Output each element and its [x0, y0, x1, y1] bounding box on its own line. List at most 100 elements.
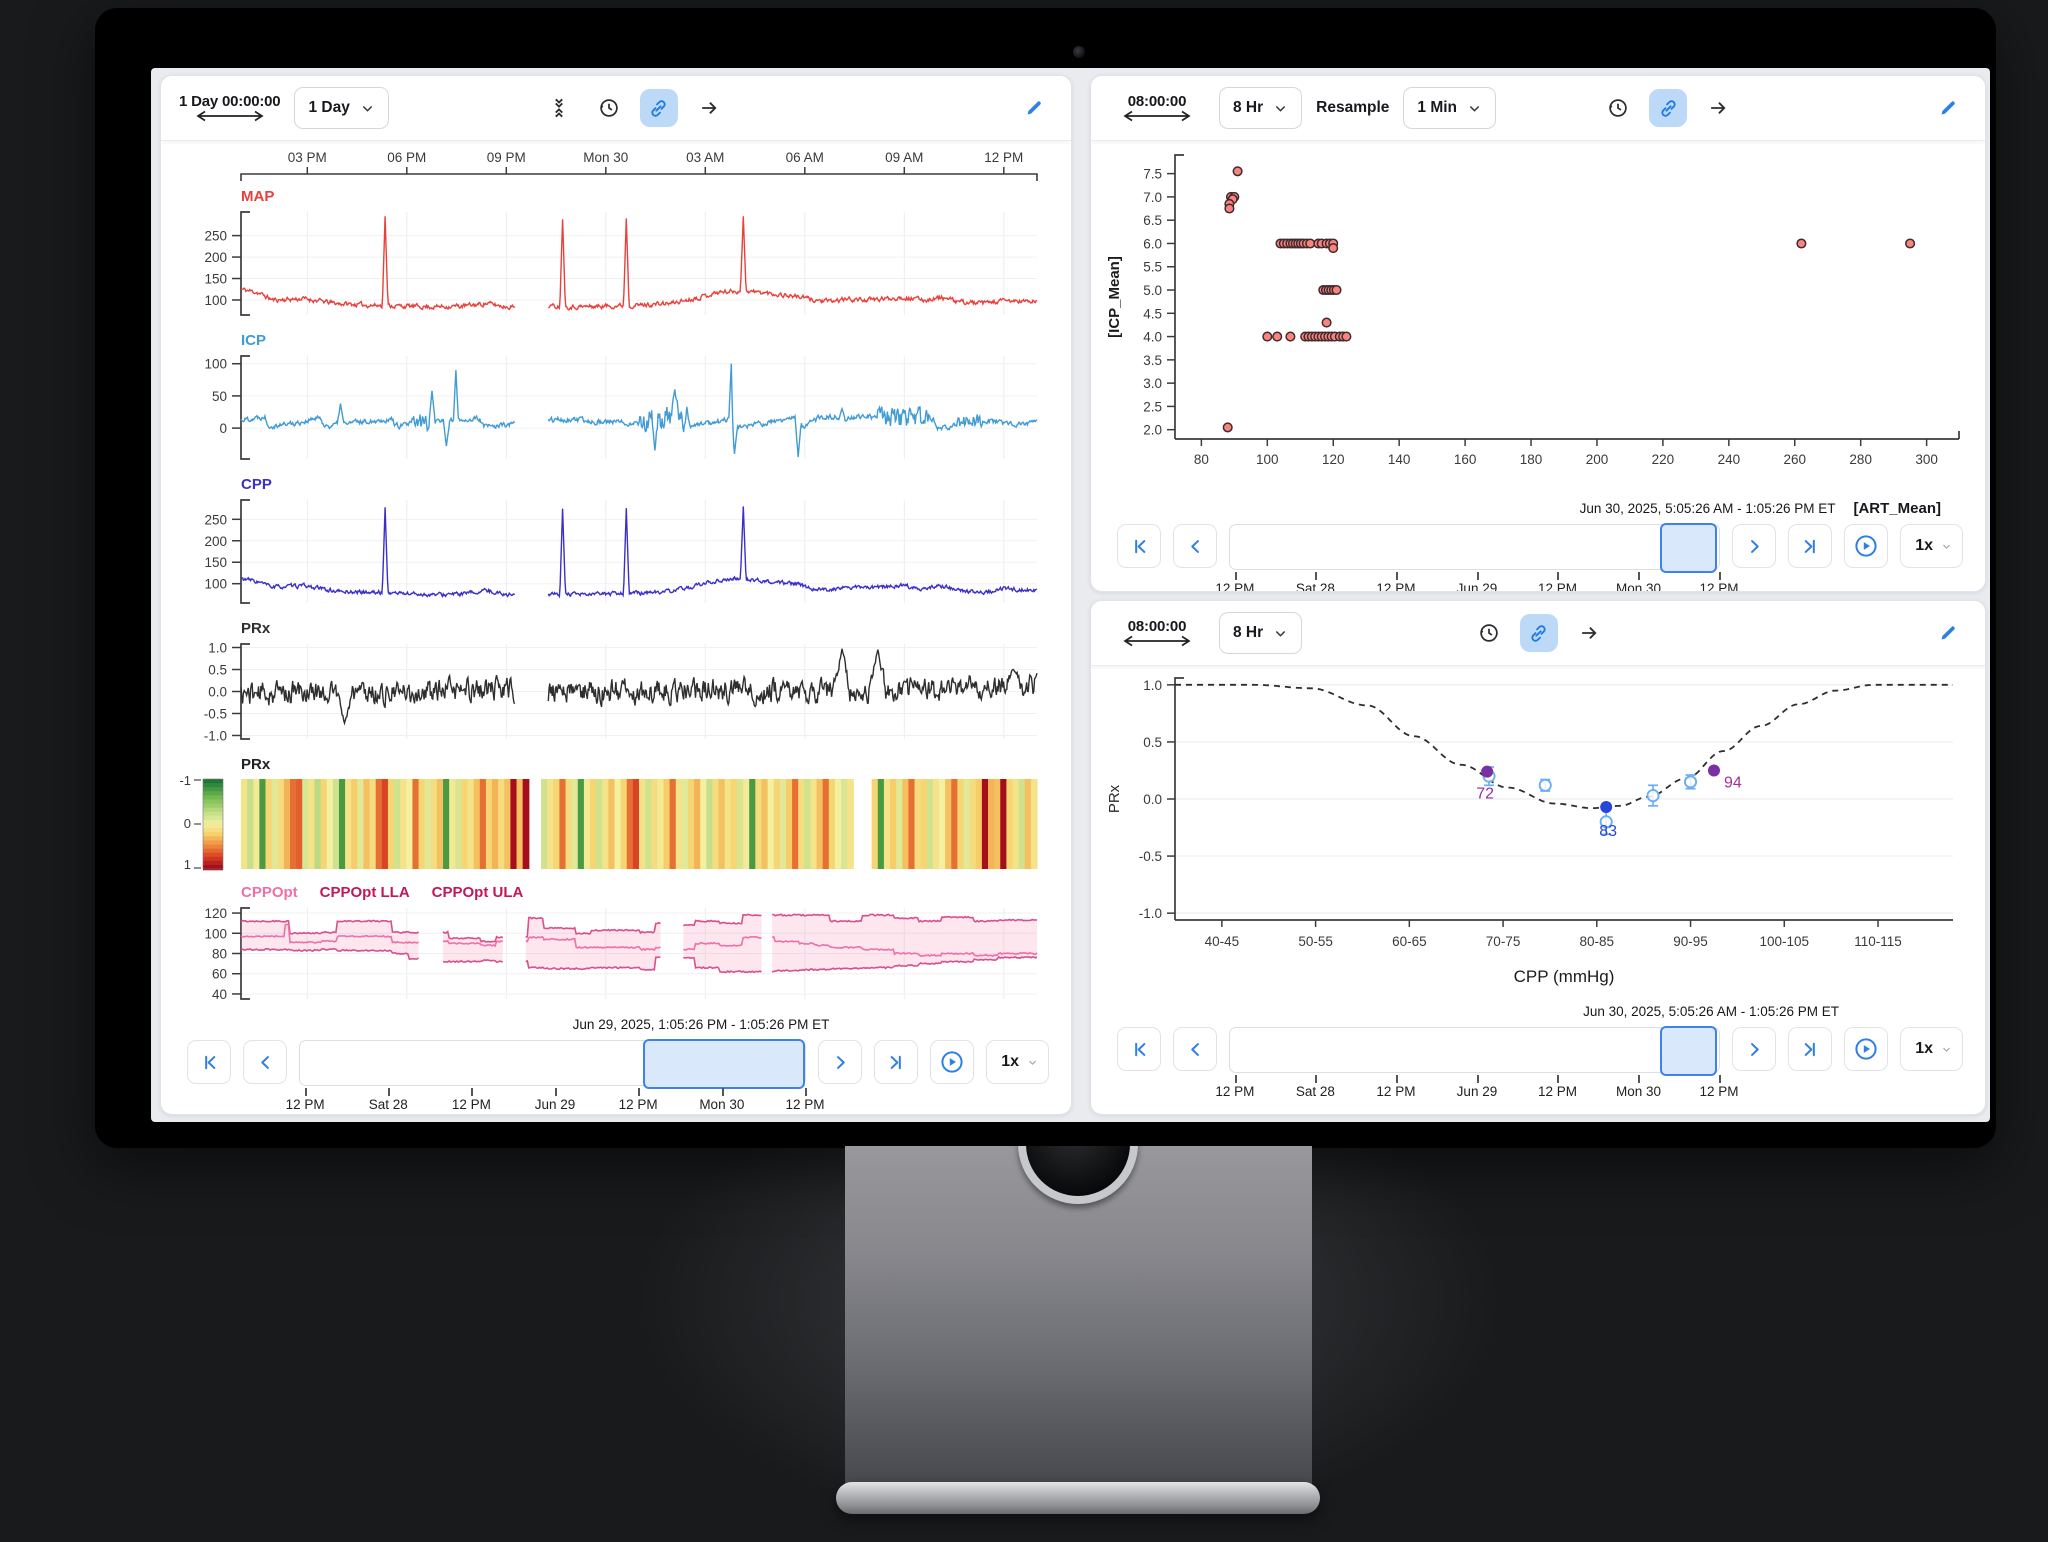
stand-base: [836, 1482, 1320, 1514]
svg-text:4.5: 4.5: [1143, 306, 1162, 321]
svg-text:180: 180: [1520, 452, 1543, 467]
prx-heatmap-label: PRx: [241, 756, 271, 773]
trend-charts[interactable]: 03 PM 06 PM 09 PM Mon 30 03 AM 06 AM 09 AM 12 P…: [161, 141, 1071, 1009]
svg-text:-1.0: -1.0: [1139, 906, 1162, 921]
timeline-tick: [1638, 572, 1641, 580]
svg-text:200: 200: [204, 250, 227, 265]
timeline-tick: [638, 1088, 641, 1096]
link-icon[interactable]: [1519, 614, 1558, 652]
svg-text:60-65: 60-65: [1392, 934, 1427, 949]
timeline-selection[interactable]: [1660, 523, 1718, 573]
step-back-button[interactable]: [243, 1040, 287, 1084]
svg-text:60: 60: [212, 967, 227, 982]
prx-chart-row[interactable]: PRx 1.0 0.5 0.0 -0.5 -1.0: [161, 618, 1071, 749]
collapse-vertical-icon[interactable]: [540, 89, 578, 127]
step-back-button[interactable]: [1173, 524, 1217, 568]
skip-to-end-button[interactable]: [1788, 1027, 1833, 1071]
timeline-selection[interactable]: [642, 1039, 806, 1089]
svg-text:50: 50: [212, 389, 227, 404]
svg-text:300: 300: [1915, 452, 1938, 467]
cppopt-series-label: CPPOpt LLA: [319, 884, 410, 901]
skip-to-end-button[interactable]: [1788, 524, 1833, 568]
cppopt-series-label: CPPOpt: [241, 884, 298, 901]
svg-text:4.0: 4.0: [1143, 330, 1162, 345]
svg-text:120: 120: [1322, 452, 1345, 467]
svg-text:06 PM: 06 PM: [387, 150, 426, 165]
prx-heatmap-row[interactable]: PRx -1 0 1: [161, 754, 1071, 877]
timeline-scrollbar[interactable]: [1229, 523, 1721, 573]
timeline-tick: [1234, 1075, 1237, 1083]
timeline-tick-label: 12 PM: [285, 1097, 325, 1112]
timeline-tick: [1719, 1075, 1722, 1083]
window-duration-label: 08:00:00: [1127, 617, 1187, 635]
timeline-tick: [1557, 1075, 1560, 1083]
cppopt-chart-row[interactable]: CPPOpt CPPOpt LLA CPPOpt ULA 120 100 80 60 40: [161, 882, 1071, 1009]
pencil-icon[interactable]: [1015, 89, 1053, 127]
svg-text:-0.5: -0.5: [1139, 849, 1162, 864]
step-forward-button[interactable]: [818, 1040, 863, 1084]
svg-text:110-115: 110-115: [1854, 934, 1902, 949]
duration-select[interactable]: 8 Hr: [1219, 87, 1303, 129]
time-window-widget[interactable]: 08:00:00: [1109, 94, 1205, 123]
arrow-right-icon[interactable]: [1699, 89, 1737, 127]
pencil-icon[interactable]: [1929, 614, 1967, 652]
play-button[interactable]: [930, 1040, 975, 1084]
chevron-down-icon: [1470, 105, 1480, 112]
resample-select[interactable]: 1 Min: [1403, 87, 1497, 129]
icp-chart-row[interactable]: ICP 100 50 0: [161, 330, 1071, 469]
step-forward-button[interactable]: [1732, 1027, 1777, 1071]
map-chart-row[interactable]: MAP 250 200 150 100: [161, 186, 1071, 325]
history-clock-icon[interactable]: [1599, 89, 1637, 127]
skip-to-start-button[interactable]: [1117, 1027, 1161, 1071]
map-chart-label: MAP: [241, 188, 275, 205]
playback-speed-select[interactable]: 1x: [1900, 1027, 1963, 1071]
svg-text:94: 94: [1724, 774, 1742, 791]
play-button[interactable]: [1844, 1027, 1889, 1071]
play-button[interactable]: [1844, 524, 1889, 568]
skip-to-start-button[interactable]: [187, 1040, 231, 1084]
cpp-chart-row[interactable]: CPP 250 200 150 100: [161, 474, 1071, 613]
timeline-tick: [721, 1088, 724, 1096]
history-clock-icon[interactable]: [590, 89, 628, 127]
svg-text:5.0: 5.0: [1143, 283, 1162, 298]
prx-cpp-curve-chart[interactable]: 1.0 0.5 0.0 -0.5 -1.0 40-45 50-55 60-65 70-75 80-…: [1091, 666, 1985, 1001]
time-window-widget[interactable]: 1 Day 00:00:00: [179, 94, 281, 123]
playback-speed-select[interactable]: 1x: [1900, 524, 1963, 568]
timeline-selection[interactable]: [1660, 1026, 1718, 1076]
step-forward-button[interactable]: [1732, 524, 1777, 568]
time-window-widget[interactable]: 08:00:00: [1109, 619, 1205, 648]
arrow-right-icon[interactable]: [1570, 614, 1608, 652]
timeline-scrollbar[interactable]: [1229, 1026, 1721, 1076]
history-clock-icon[interactable]: [1470, 614, 1508, 652]
timeline-tick-label: 12 PM: [451, 1097, 491, 1112]
playback-speed-select[interactable]: 1x: [986, 1040, 1049, 1084]
cppopt-series-label: CPPOpt ULA: [431, 884, 524, 901]
timeline-tick-label: 12 PM: [1215, 1084, 1255, 1099]
duration-select[interactable]: 1 Day: [294, 87, 389, 129]
pencil-icon[interactable]: [1929, 89, 1967, 127]
svg-text:-1.0: -1.0: [204, 728, 227, 743]
step-back-button[interactable]: [1173, 1027, 1217, 1071]
svg-text:70-75: 70-75: [1486, 934, 1521, 949]
svg-text:09 PM: 09 PM: [487, 150, 526, 165]
icp-art-scatter-chart[interactable]: 7.5 7.0 6.5 6.0 5.5 5.0 4.5 4.0 3.5 3.0 2.5 2.0 80 10…: [1091, 141, 1985, 498]
trend-toolbar: 1 Day 00:00:00 1 Day: [161, 76, 1071, 141]
svg-text:220: 220: [1652, 452, 1675, 467]
skip-to-end-button[interactable]: [874, 1040, 919, 1084]
trend-timeline-nav: 1x 12 PM Sat 28 12 PM Jun 29 12 PM Mon 30 12 PM: [161, 1036, 1071, 1114]
scatter-x-axis-title: [ART_Mean]: [1853, 500, 1941, 517]
duration-select[interactable]: 8 Hr: [1219, 612, 1303, 654]
link-icon[interactable]: [1649, 89, 1687, 127]
svg-text:0.5: 0.5: [208, 663, 227, 678]
scatter-toolbar: 08:00:00 8 Hr Resample 1 Min: [1091, 76, 1985, 141]
skip-to-start-button[interactable]: [1117, 524, 1161, 568]
link-icon[interactable]: [639, 89, 678, 127]
arrow-right-icon[interactable]: [690, 89, 728, 127]
svg-text:90-95: 90-95: [1673, 934, 1708, 949]
timeline-scrollbar[interactable]: [299, 1039, 807, 1089]
svg-text:80: 80: [1194, 452, 1209, 467]
svg-text:80: 80: [212, 947, 227, 962]
timeline-tick: [1638, 1075, 1641, 1083]
svg-text:2.0: 2.0: [1143, 423, 1162, 438]
